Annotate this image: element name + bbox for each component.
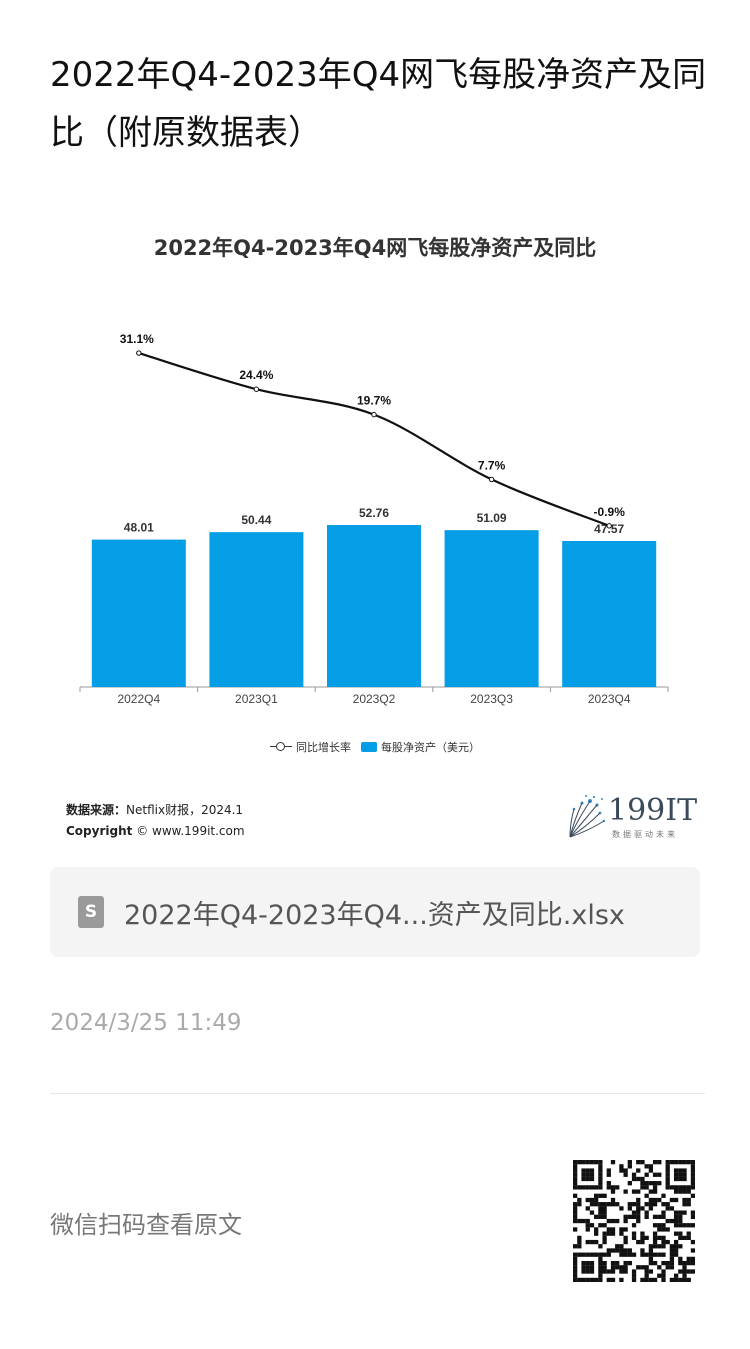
growth-rate-point [253, 386, 260, 392]
bar-data-label: 51.09 [477, 511, 507, 525]
bar-data-label: 47.57 [594, 522, 624, 536]
post-timestamp: 2024/3/25 11:49 [50, 1010, 242, 1036]
x-tick-label: 2022Q4 [117, 692, 160, 706]
divider [50, 1093, 705, 1094]
wechat-scan-label: 微信扫码查看原文 [50, 1211, 242, 1239]
bar-data-label: 50.44 [241, 513, 271, 527]
source-label: 数据来源： [66, 803, 127, 817]
x-tick-label: 2023Q2 [353, 692, 396, 706]
legend-item-nav: 每股净资产（美元） [361, 739, 480, 755]
chart-svg: 48.01 2022Q4 50.44 2023Q1 52.76 2023Q2 51.09 20… [79, 332, 669, 706]
x-tick-label: 2023Q4 [588, 692, 631, 706]
bar-2023Q2 [327, 525, 421, 687]
bar-2023Q3 [444, 530, 539, 687]
spreadsheet-file-icon: S [78, 896, 104, 928]
legend-item-growth: 同比增长率 [270, 739, 351, 755]
bar-swatch-icon [361, 742, 377, 752]
growth-rate-label: 19.7% [357, 394, 391, 408]
growth-rate-point [488, 476, 495, 483]
attachment-file-name[interactable]: 2022年Q4-2023年Q4...资产及同比.xlsx [124, 899, 625, 931]
legend-label-nav: 每股净资产（美元） [381, 741, 480, 754]
chart-source: 数据来源：Netflix财报，2024.1 Copyright © www.19… [66, 800, 245, 842]
x-tick-label: 2023Q3 [470, 692, 513, 706]
bar-data-label: 52.76 [359, 506, 389, 520]
copyright-value: © www.199it.com [136, 824, 245, 838]
legend-label-growth: 同比增长率 [296, 741, 351, 754]
growth-rate-point [371, 411, 377, 418]
growth-rate-label: -0.9% [594, 505, 626, 519]
qr-code-icon[interactable] [573, 1160, 695, 1282]
growth-rate-line [138, 352, 610, 527]
bar-data-label: 48.01 [124, 521, 154, 535]
logo-burst-icon [569, 795, 606, 838]
logo-text: 199IT [608, 793, 698, 828]
chart-title: 2022年Q4-2023年Q4网飞每股净资产及同比 [153, 236, 597, 260]
bar-2022Q4 [91, 539, 186, 687]
growth-rate-label: 31.1% [120, 332, 154, 346]
growth-rate-point [606, 523, 612, 529]
chart-legend: 同比增长率 每股净资产（美元） [50, 739, 700, 755]
copyright-label: Copyright [66, 824, 133, 838]
growth-rate-label: 7.7% [478, 458, 506, 472]
line-marker-icon [270, 742, 292, 752]
growth-rate-label: 24.4% [239, 368, 273, 382]
x-tick-label: 2023Q1 [235, 692, 278, 706]
logo-tagline: 数据驱动未来 [612, 830, 678, 839]
attachment-file-card[interactable]: S 2022年Q4-2023年Q4...资产及同比.xlsx [50, 867, 700, 957]
brand-logo: 199IT 数据驱动未来 [560, 793, 698, 843]
chart-image: 48.01 2022Q4 50.44 2023Q1 52.76 2023Q2 51.09 20… [50, 210, 700, 850]
bar-2023Q4 [562, 540, 657, 687]
page-title: 2022年Q4-2023年Q4网飞每股净资产及同比（附原数据表） [50, 55, 707, 153]
source-value: Netflix财报，2024.1 [126, 803, 244, 817]
bar-2023Q1 [209, 532, 304, 687]
growth-rate-point [136, 350, 142, 356]
